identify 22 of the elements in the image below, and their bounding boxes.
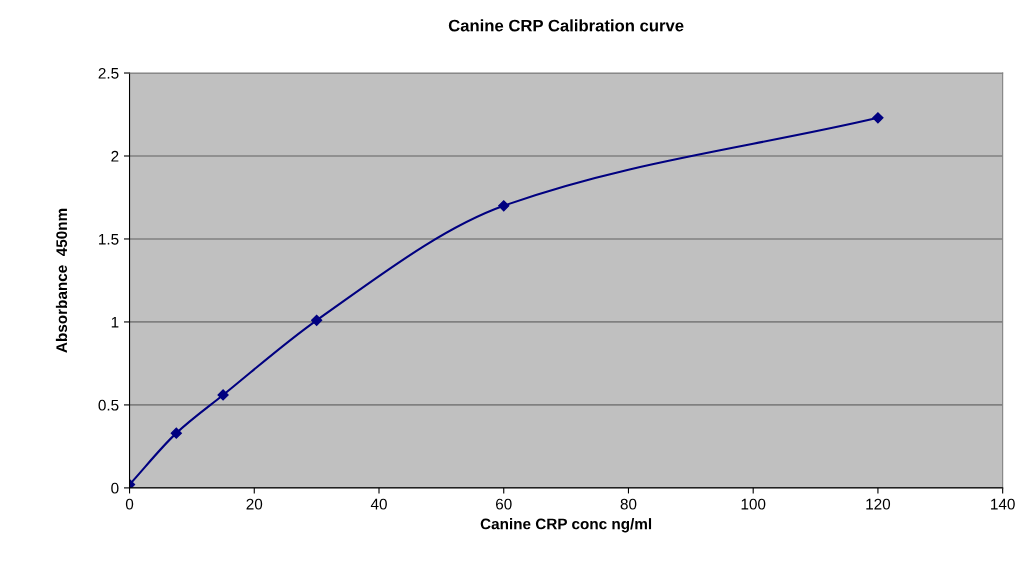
y-tick-label: 0.5	[98, 399, 119, 411]
y-axis-title: Absorbance 450nm	[55, 208, 68, 353]
x-tick-label: 120	[866, 498, 891, 510]
x-tick-label: 140	[991, 498, 1015, 510]
x-tick-label: 80	[620, 498, 637, 510]
y-tick-label: 2	[111, 150, 119, 162]
x-tick-label: 0	[125, 498, 134, 510]
point	[498, 200, 510, 212]
y-tick-label: 0	[111, 482, 119, 494]
chart-title: Canine CRP Calibration curve	[448, 19, 684, 32]
point	[311, 314, 323, 326]
y-tick-label: 1	[111, 316, 119, 328]
x-tick-label: 40	[370, 498, 387, 510]
x-tick-label: 20	[246, 498, 263, 510]
x-axis-title: Canine CRP conc ng/ml	[480, 518, 652, 533]
point	[872, 112, 884, 124]
y-tick-label: 1.5	[99, 233, 119, 245]
y-tick-label: 2.5	[98, 67, 119, 79]
x-tick-label: 60	[496, 498, 512, 510]
x-tick-label: 100	[741, 498, 766, 510]
point	[217, 389, 229, 401]
point	[170, 427, 182, 439]
